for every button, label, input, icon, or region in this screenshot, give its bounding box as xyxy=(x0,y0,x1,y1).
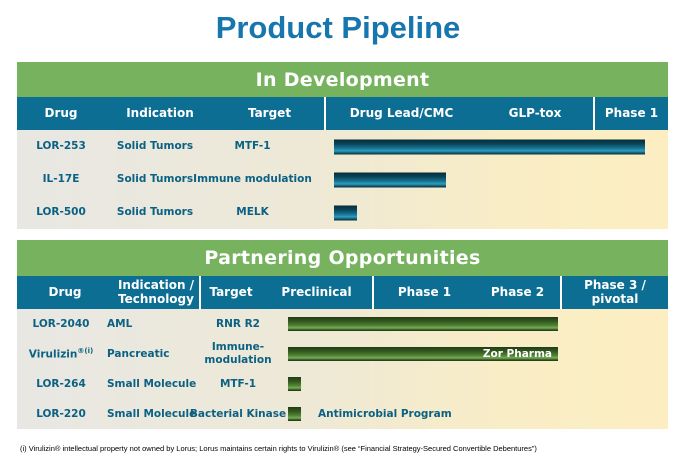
column-header-drug: Drug xyxy=(48,284,82,299)
column-header-target: Target xyxy=(247,105,292,120)
column-header-drug-lead-cmc: Drug Lead/CMC xyxy=(324,97,477,130)
table-section-title: In Development xyxy=(17,62,668,97)
drug-cell: LOR-2040 xyxy=(32,317,90,330)
progress-bar-lor-2040 xyxy=(288,317,558,331)
drug-cell: LOR-253 xyxy=(36,140,86,153)
progress-bar-lor-253 xyxy=(334,139,645,154)
column-header-phase-2: Phase 2 xyxy=(490,284,545,299)
indication-cell: Small Molecule xyxy=(107,407,197,420)
target-cell: MTF-1 xyxy=(234,140,271,153)
table-row-lor-2040: LOR-2040 AML RNR R2 xyxy=(17,309,668,339)
table-section-title: Partnering Opportunities xyxy=(17,240,668,276)
drug-cell: LOR-500 xyxy=(36,206,86,219)
table-row-lor-253: LOR-253 Solid Tumors MTF-1 xyxy=(17,130,668,163)
target-cell: MELK xyxy=(236,206,269,219)
progress-bar-virulizin: Zor Pharma xyxy=(288,347,558,361)
column-header-phase-1: Phase 1 xyxy=(372,276,475,309)
drug-cell: LOR-220 xyxy=(36,407,86,420)
table-row-il-17e: IL-17E Solid Tumors Immune modulation xyxy=(17,163,668,196)
indication-cell: Solid Tumors xyxy=(116,206,194,219)
indication-cell: Solid Tumors xyxy=(116,140,194,153)
partner-label: Zor Pharma xyxy=(482,348,552,360)
target-cell: Immune modulation xyxy=(193,173,312,186)
column-header-glp-tox: GLP-tox xyxy=(508,105,562,120)
progress-bar-lor-220 xyxy=(288,407,301,421)
indication-cell: Pancreatic xyxy=(107,347,170,360)
table-body: LOR-2040 AML RNR R2 Virulizin®(i) Pancreatic… xyxy=(17,309,668,429)
progress-bar-il-17e xyxy=(334,172,446,187)
target-cell: Bacterial Kinase xyxy=(189,407,287,420)
target-cell: MTF-1 xyxy=(219,377,257,390)
column-header-preclinical: Preclinical xyxy=(281,284,352,299)
progress-bar-lor-500 xyxy=(334,205,357,220)
column-header-drug: Drug xyxy=(44,105,78,120)
column-header-row: Drug Indication Target Drug Lead/CMC GLP-tox… xyxy=(17,97,668,130)
drug-cell: LOR-264 xyxy=(36,377,86,390)
drug-cell: IL-17E xyxy=(42,173,80,186)
in-development-table: In Development Drug Indication Target Drug … xyxy=(17,62,668,229)
footnote: (i) Virulizin® intellectual property not… xyxy=(20,444,537,453)
indication-cell: Small Molecule xyxy=(107,377,197,390)
column-header-indication-technology: Indication / Technology xyxy=(117,277,195,306)
column-header-phase-1: Phase 1 xyxy=(593,97,668,130)
table-row-lor-264: LOR-264 Small Molecule MTF-1 xyxy=(17,369,668,399)
indication-cell: AML xyxy=(107,317,133,330)
column-header-target: Target xyxy=(199,276,261,309)
partnering-opportunities-table: Partnering Opportunities Drug Indication … xyxy=(17,240,668,429)
table-body: LOR-253 Solid Tumors MTF-1 IL-17E Solid Tumo… xyxy=(17,130,668,229)
indication-cell: Solid Tumors xyxy=(116,173,194,186)
progress-bar-lor-264 xyxy=(288,377,301,391)
column-header-phase-3-pivotal: Phase 3 /pivotal xyxy=(560,276,668,309)
column-header-indication: Indication xyxy=(126,105,194,120)
target-cell: RNR R2 xyxy=(215,317,260,330)
table-row-virulizin: Virulizin®(i) Pancreatic Immune-modulation… xyxy=(17,339,668,369)
table-row-lor-500: LOR-500 Solid Tumors MELK xyxy=(17,196,668,229)
page-title: Product Pipeline xyxy=(215,10,461,45)
drug-cell: Virulizin®(i) xyxy=(28,346,94,361)
column-header-row: Drug Indication / Technology Target Preclini… xyxy=(17,276,668,309)
table-row-lor-220: LOR-220 Small Molecule Bacterial Kinase Ant… xyxy=(17,399,668,429)
target-cell: Immune-modulation xyxy=(204,341,272,366)
program-annotation: Antimicrobial Program xyxy=(318,408,452,420)
